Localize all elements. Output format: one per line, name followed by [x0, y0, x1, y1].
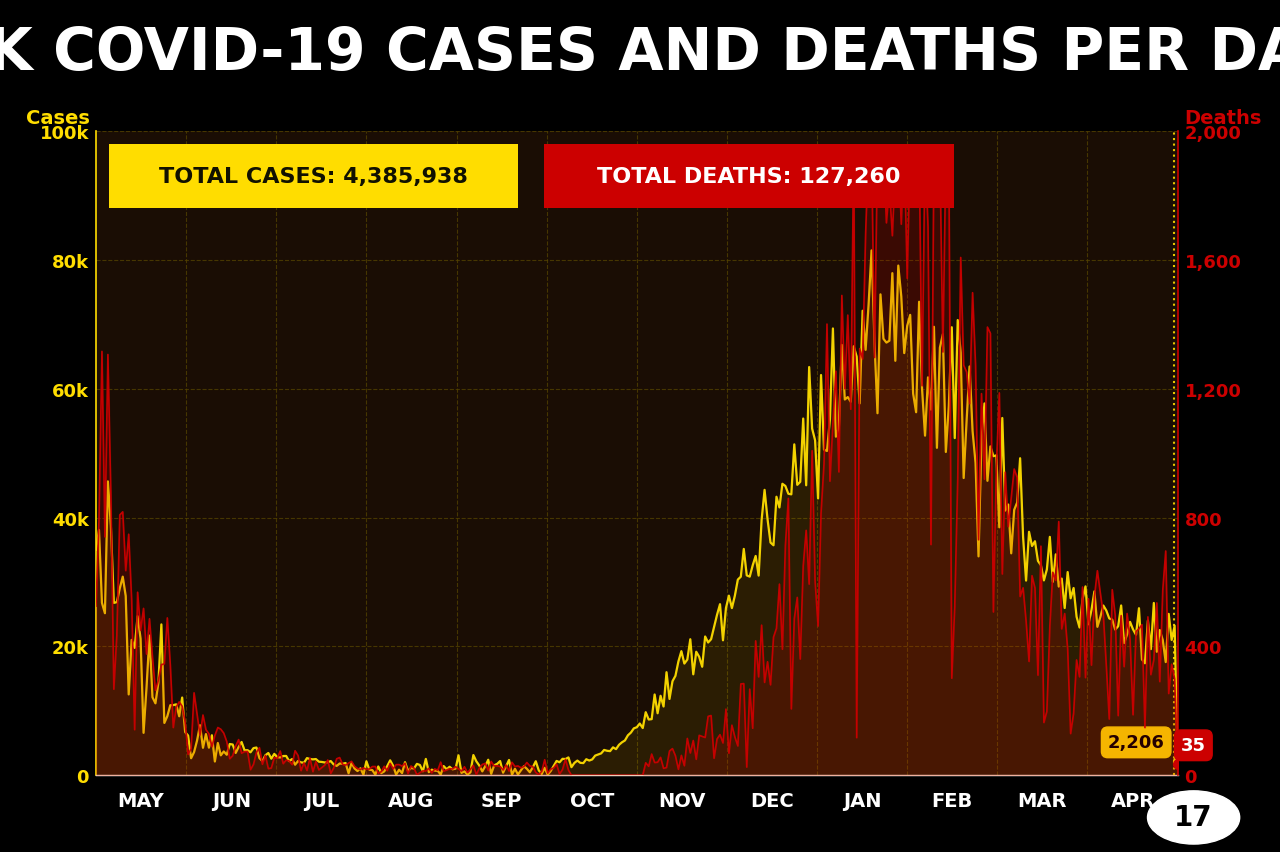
Text: Deaths: Deaths	[1184, 109, 1261, 128]
Text: 35: 35	[1181, 736, 1206, 754]
Text: TOTAL CASES: 4,385,938: TOTAL CASES: 4,385,938	[159, 167, 468, 187]
Text: TOTAL DEATHS: 127,260: TOTAL DEATHS: 127,260	[596, 167, 901, 187]
Circle shape	[1148, 791, 1239, 844]
Text: 2,206: 2,206	[1107, 734, 1165, 751]
Text: 17: 17	[1174, 803, 1213, 832]
Text: Cases: Cases	[26, 109, 90, 128]
FancyBboxPatch shape	[96, 143, 531, 210]
FancyBboxPatch shape	[531, 143, 966, 210]
Text: UK COVID-19 CASES AND DEATHS PER DAY: UK COVID-19 CASES AND DEATHS PER DAY	[0, 25, 1280, 82]
